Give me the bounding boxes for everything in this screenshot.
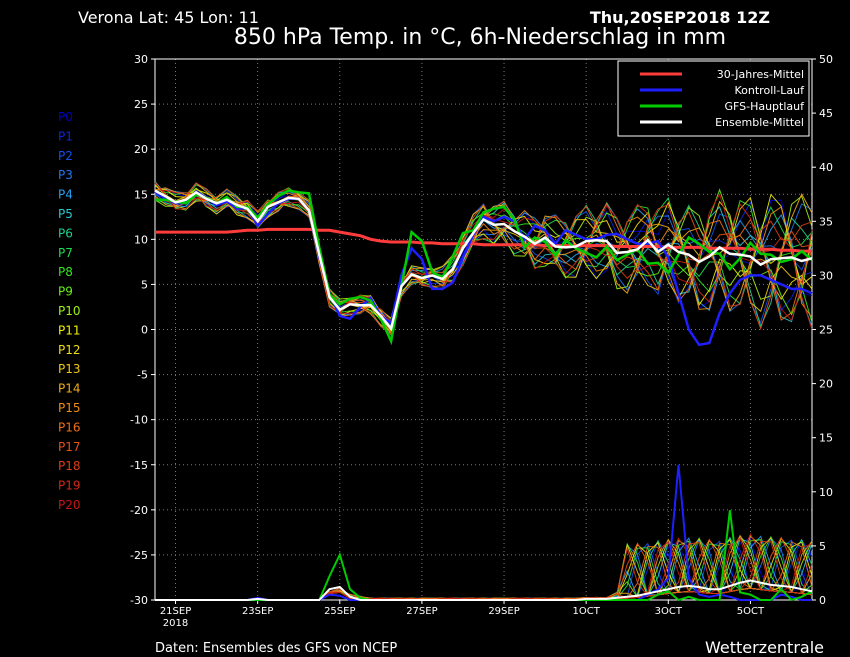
y-tick-label-left: -20 [130, 504, 148, 517]
member-label-p15: P15 [58, 401, 81, 415]
y-tick-label-left: -15 [130, 459, 148, 472]
axes: 302520151050-5-10-15-20-25-3050454035302… [130, 53, 833, 629]
member-label-p12: P12 [58, 343, 81, 357]
y-tick-label-right: 0 [819, 594, 826, 607]
y-tick-label-left: 0 [141, 324, 148, 337]
y-tick-label-left: 20 [134, 143, 148, 156]
y-tick-label-left: 15 [134, 188, 148, 201]
chart-title: 850 hPa Temp. in °C, 6h-Niederschlag in … [234, 25, 726, 50]
legend: 30-Jahres-Mittel Kontroll-Lauf GFS-Hauptla… [617, 60, 810, 137]
y-tick-label-right: 5 [819, 540, 826, 553]
member-label-p4: P4 [58, 188, 73, 202]
member-label-p6: P6 [58, 226, 73, 240]
y-tick-label-right: 20 [819, 378, 833, 391]
member-label-p0: P0 [58, 110, 73, 124]
y-tick-label-right: 25 [819, 324, 833, 337]
grid [155, 59, 812, 600]
member-temp-line [154, 182, 813, 330]
member-label-p20: P20 [58, 498, 81, 512]
gfs-main-temp-line [155, 189, 813, 346]
x-tick-label: 27SEP [406, 606, 437, 617]
member-label-p13: P13 [58, 362, 81, 376]
legend-label: Kontroll-Lauf [735, 84, 806, 97]
location-label: Verona Lat: 45 Lon: 11 [78, 8, 259, 27]
y-tick-label-right: 30 [819, 269, 833, 282]
legend-label: Ensemble-Mittel [715, 116, 804, 129]
member-label-p19: P19 [58, 479, 81, 493]
y-tick-label-left: -30 [130, 594, 148, 607]
x-tick-label: 25SEP [324, 606, 355, 617]
x-year-label: 2018 [163, 618, 188, 629]
member-temp-line [154, 182, 813, 333]
y-tick-label-left: 5 [141, 278, 148, 291]
member-label-p11: P11 [58, 323, 81, 337]
data-source-label: Daten: Ensembles des GFS von NCEP [155, 641, 397, 656]
legend-label: GFS-Hauptlauf [724, 100, 805, 113]
x-tick-label: 21SEP [160, 606, 191, 617]
member-label-p9: P9 [58, 285, 73, 299]
ensemble-mean-temp-line [154, 189, 813, 332]
member-labels: P0 P1 P2 P3 P4 P5 P6 P7 P8 P9 P10 P11 P12 P13 P14 P15 P1… [58, 110, 81, 512]
y-tick-label-left: 25 [134, 98, 148, 111]
y-tick-label-right: 15 [819, 432, 833, 445]
y-tick-label-left: -25 [130, 549, 148, 562]
member-label-p17: P17 [58, 440, 81, 454]
run-datetime: Thu,20SEP2018 12Z [590, 8, 770, 27]
member-label-p3: P3 [58, 168, 73, 182]
x-tick-label: 1OCT [572, 606, 600, 617]
member-label-p5: P5 [58, 207, 73, 221]
control-run-temp-line [154, 189, 813, 347]
climate-mean-line [155, 227, 812, 253]
legend-label: 30-Jahres-Mittel [717, 68, 804, 81]
member-label-p16: P16 [58, 420, 81, 434]
x-tick-label: 23SEP [242, 606, 273, 617]
member-label-p2: P2 [58, 149, 73, 163]
ensemble-mean-precip-line [155, 579, 813, 601]
ensemble-temperature-lines [154, 181, 813, 337]
x-tick-label: 3OCT [655, 606, 683, 617]
x-tick-label: 29SEP [488, 606, 519, 617]
member-label-p1: P1 [58, 129, 73, 143]
member-label-p8: P8 [58, 265, 73, 279]
y-tick-label-left: -5 [137, 369, 148, 382]
y-tick-label-left: -10 [130, 414, 148, 427]
wetterzentrale-brand: Wetterzentrale [705, 638, 824, 657]
member-label-p18: P18 [58, 459, 81, 473]
member-label-p7: P7 [58, 246, 73, 260]
y-tick-label-left: 30 [134, 53, 148, 66]
y-tick-label-right: 40 [819, 161, 833, 174]
main-series-lines [154, 189, 813, 602]
member-label-p10: P10 [58, 304, 81, 318]
y-tick-label-right: 50 [819, 53, 833, 66]
member-label-p14: P14 [58, 382, 81, 396]
y-tick-label-right: 45 [819, 107, 833, 120]
y-tick-label-right: 35 [819, 215, 833, 228]
y-tick-label-right: 10 [819, 486, 833, 499]
y-tick-label-left: 10 [134, 233, 148, 246]
x-tick-label: 5OCT [737, 606, 765, 617]
